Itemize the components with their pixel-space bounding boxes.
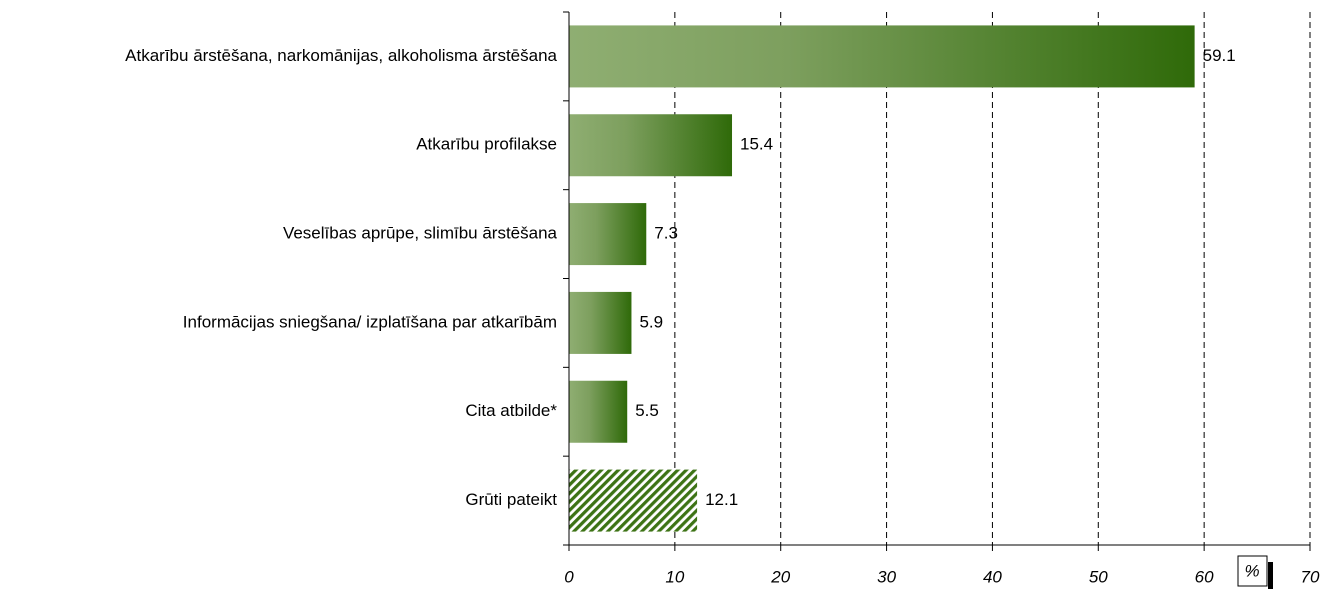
bar [569, 114, 733, 177]
unit-box-shadow [1268, 562, 1273, 589]
x-tick-label: 50 [1089, 567, 1108, 586]
value-label: 5.9 [639, 312, 663, 331]
value-label: 5.5 [635, 401, 659, 420]
value-label: 59.1 [1203, 46, 1236, 65]
value-label: 12.1 [705, 490, 738, 509]
bar [569, 203, 647, 266]
x-tick-label: 30 [877, 567, 896, 586]
category-label: Grūti pateikt [465, 490, 557, 509]
x-tick-label: 0 [564, 567, 574, 586]
bar [569, 380, 628, 443]
bar [569, 291, 632, 354]
x-axis-label: % [1244, 561, 1259, 580]
x-tick-label: 10 [665, 567, 684, 586]
x-tick-label: 40 [983, 567, 1002, 586]
x-tick-label: 60 [1195, 567, 1214, 586]
x-tick-label: 20 [770, 567, 790, 586]
category-label: Cita atbilde* [465, 401, 557, 420]
x-tick-label: 70 [1301, 567, 1320, 586]
category-label: Atkarību ārstēšana, narkomānijas, alkoho… [125, 46, 557, 65]
bar [569, 469, 698, 532]
category-label: Atkarību profilakse [416, 135, 557, 154]
category-label: Veselības aprūpe, slimību ārstēšana [283, 224, 558, 243]
category-label: Informācijas sniegšana/ izplatīšana par … [183, 312, 557, 331]
value-label: 15.4 [740, 135, 773, 154]
bar [569, 25, 1195, 88]
value-label: 7.3 [654, 224, 678, 243]
unit-box [1237, 555, 1268, 587]
